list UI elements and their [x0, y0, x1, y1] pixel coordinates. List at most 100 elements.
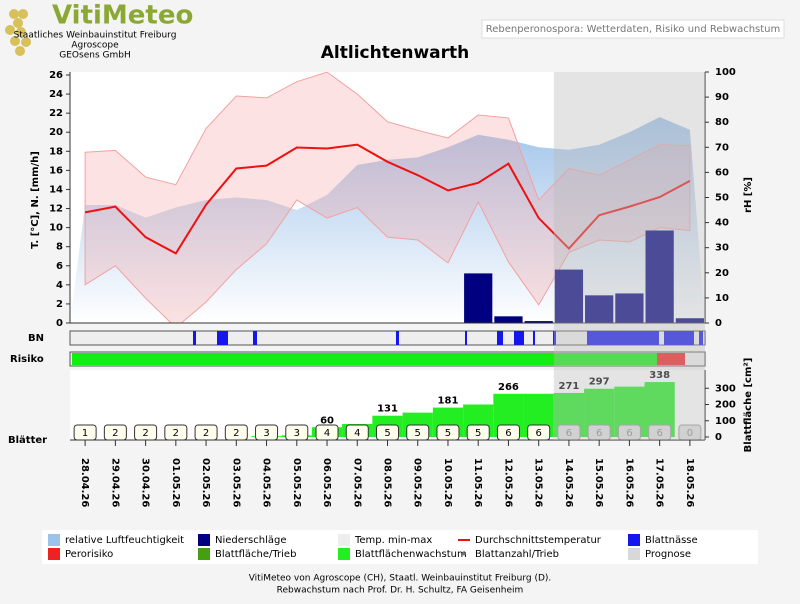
logo: VitiMeteo: [52, 1, 193, 31]
x-tick-label: 11.05.26: [472, 458, 483, 507]
x-tick-label: 13.05.26: [533, 458, 544, 507]
y-tick-label: 18: [49, 146, 63, 157]
legend-label: Durchschnittstemperatur: [475, 535, 602, 546]
leaf-count: 6: [505, 428, 511, 439]
y2-tick-label: 80: [715, 117, 729, 128]
legend-label: Temp. min-max: [354, 535, 432, 546]
y2-tick-label: 30: [715, 243, 729, 254]
x-tick-label: 29.04.26: [109, 458, 120, 507]
leaf-count: 5: [384, 428, 390, 439]
avg-temp-line: [84, 143, 691, 255]
value-label: 338: [649, 370, 670, 381]
y2-tick-label: 10: [715, 293, 729, 304]
x-tick-label: 07.05.26: [351, 458, 362, 507]
leaf-count: 4: [324, 428, 330, 439]
leaf-count: 2: [233, 428, 239, 439]
y-tick-label: 8: [56, 242, 63, 253]
y2-tick-label: 60: [715, 167, 729, 178]
y-tick-label: 24: [49, 89, 63, 100]
top-plot: [70, 72, 705, 323]
y-tick-label: 6: [56, 261, 63, 272]
row-label: BN: [28, 333, 44, 344]
leaf-count: 6: [596, 428, 602, 439]
x-tick-label: 10.05.26: [442, 458, 453, 507]
legend-label: Blattnässe: [645, 535, 698, 546]
org: Agroscope: [71, 41, 119, 51]
leaf-count: 2: [173, 428, 179, 439]
leaf-count: 2: [203, 428, 209, 439]
legend-label: Prognose: [645, 549, 691, 560]
y2-axis-label: rH [%]: [743, 177, 754, 213]
logo-icon: [5, 9, 31, 56]
y-tick-label: 12: [49, 204, 63, 215]
legend-swatch: [198, 534, 210, 546]
leaf-count: 3: [263, 428, 269, 439]
legend-swatch: [338, 548, 350, 560]
y2-tick-label: 100: [715, 416, 736, 427]
y2-tick-label: 20: [715, 268, 729, 279]
x-tick-label: 12.05.26: [502, 458, 513, 507]
x-tick-label: 03.05.26: [230, 458, 241, 507]
x-tick-label: 04.05.26: [261, 458, 272, 507]
value-label: 297: [589, 377, 610, 388]
y2-tick-label: 50: [715, 193, 729, 204]
y2-tick-label: 70: [715, 142, 729, 153]
x-tick-label: 02.05.26: [200, 458, 211, 507]
legend-swatch: [628, 534, 640, 546]
legend-swatch: [198, 548, 210, 560]
org: GEOsens GmbH: [59, 51, 130, 61]
x-tick-label: 05.05.26: [291, 458, 302, 507]
footer: Rebwachstum nach Prof. Dr. H. Schultz, F…: [277, 586, 524, 596]
precip-bar: [524, 321, 553, 323]
leaf-count: 6: [626, 428, 632, 439]
y-tick-label: 20: [49, 127, 63, 138]
legend-label: Niederschläge: [215, 535, 286, 546]
y-tick-label: 0: [56, 318, 63, 329]
value-label: 131: [377, 404, 398, 415]
legend-swatch: [48, 548, 60, 560]
leaf-count: 1: [82, 428, 88, 439]
y2-tick-label: 100: [715, 67, 736, 78]
precip-bar: [494, 316, 523, 323]
org: Staatliches Weinbauinstitut Freiburg: [14, 31, 177, 41]
y-tick-label: 16: [49, 165, 63, 176]
value-label: 266: [498, 382, 519, 393]
legend-label: Blattfläche/Trieb: [215, 549, 296, 560]
precip-bar: [615, 293, 644, 323]
chart-title: Altlichtenwarth: [321, 43, 470, 63]
x-tick-label: 01.05.26: [170, 458, 181, 507]
leaf-count: 6: [566, 428, 572, 439]
leaf-wetness-row: [69, 330, 706, 346]
y2-tick-label: 0: [715, 318, 722, 329]
footer: VitiMeteo von Agroscope (CH), Staatl. We…: [249, 574, 552, 584]
y2-tick-label: 40: [715, 218, 729, 229]
leaf-count: 3: [294, 428, 300, 439]
leaf-count: 2: [112, 428, 118, 439]
y-tick-label: 4: [56, 280, 63, 291]
y-tick-label: 14: [49, 184, 63, 195]
temp-range: [84, 72, 691, 323]
y-tick-label: 26: [49, 70, 63, 81]
y2-axis-label: Blattfläche [cm²]: [743, 358, 754, 453]
x-tick-label: 06.05.26: [321, 458, 332, 507]
leaf-count: 5: [415, 428, 421, 439]
row-label: Risiko: [10, 354, 44, 365]
x-tick-label: 15.05.26: [593, 458, 604, 507]
leaf-count: 6: [536, 428, 542, 439]
x-tick-label: 30.04.26: [140, 458, 151, 507]
x-tick-label: 08.05.26: [382, 458, 393, 507]
value-label: 60: [320, 415, 334, 426]
x-tick-label: 14.05.26: [563, 458, 574, 507]
precip-bar: [464, 273, 493, 323]
y2-tick-label: 300: [715, 383, 736, 394]
forecast-shade: [553, 72, 705, 440]
y2-tick-label: 200: [715, 400, 736, 411]
legend-label: Blattanzahl/Trieb: [475, 549, 559, 560]
x-tick-label: 09.05.26: [412, 458, 423, 507]
leaf-count: 5: [445, 428, 451, 439]
x-tick-label: 18.05.26: [684, 458, 695, 507]
humidity-area: [70, 117, 705, 323]
legend-label: Blattflächenwachstum: [355, 549, 467, 560]
